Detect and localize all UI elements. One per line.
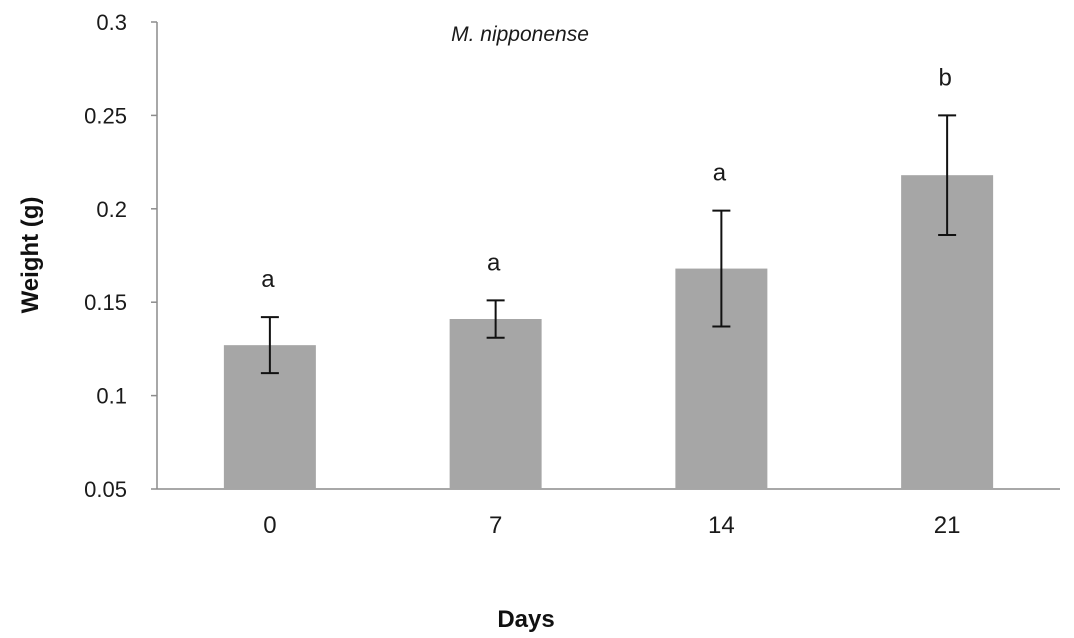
y-axis-title: Weight (g) — [17, 197, 44, 314]
significance-label: a — [487, 249, 501, 276]
x-axis-title: Days — [497, 606, 554, 633]
chart-title: M. nipponense — [451, 23, 589, 46]
significance-label: b — [938, 64, 951, 91]
y-tick-label: 0.1 — [96, 384, 127, 409]
error-bar — [486, 299, 505, 339]
bars-group — [223, 175, 994, 489]
x-tick-label: 21 — [934, 512, 961, 539]
error-bar — [260, 316, 279, 375]
bar — [449, 319, 542, 489]
x-tick-label: 7 — [489, 512, 502, 539]
significance-label: a — [261, 266, 275, 293]
y-axis: 0.05 0.1 0.15 0.2 0.25 0.3 — [84, 10, 158, 502]
y-tick-label: 0.25 — [84, 103, 127, 128]
x-tick-label: 14 — [708, 512, 735, 539]
y-tick-label: 0.3 — [96, 10, 127, 35]
y-tick-label: 0.05 — [84, 477, 127, 502]
significance-label: a — [713, 160, 727, 187]
x-axis: 0 7 14 21 — [157, 488, 1060, 539]
error-bar — [938, 114, 957, 236]
y-tick-label: 0.2 — [96, 197, 127, 222]
error-bar — [712, 209, 731, 328]
error-bars-group — [260, 114, 957, 375]
x-tick-label: 0 — [263, 512, 276, 539]
significance-labels-group: a a a b — [261, 64, 952, 293]
y-tick-label: 0.15 — [84, 290, 127, 315]
